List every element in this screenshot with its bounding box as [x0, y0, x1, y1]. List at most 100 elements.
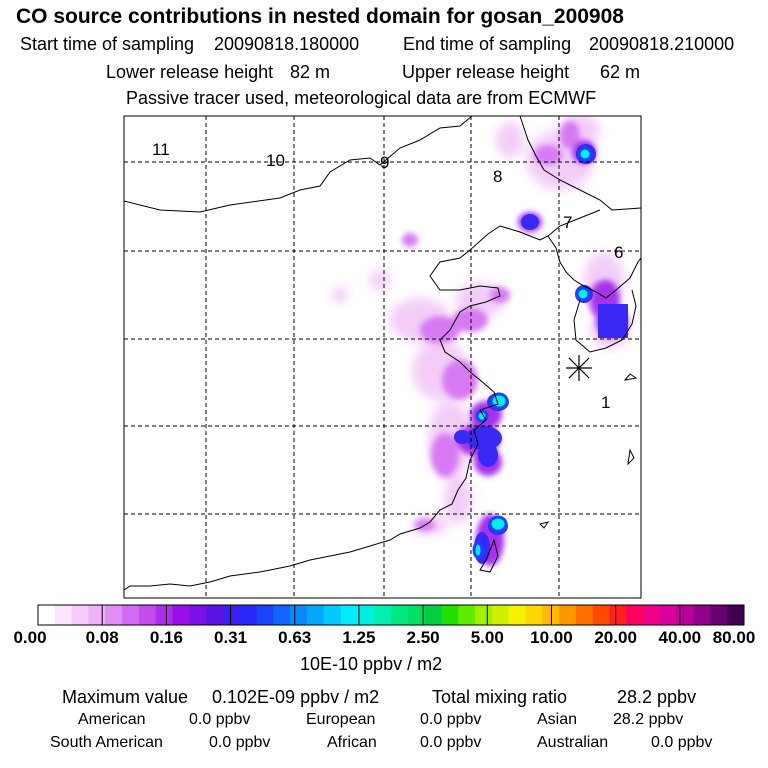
- region-name: South American: [50, 734, 163, 751]
- colorbar-swatch: [659, 605, 678, 625]
- border-line: [124, 116, 473, 213]
- colorbar-swatch: [122, 605, 140, 625]
- colorbar-units: 10E-10 ppbv / m2: [300, 654, 443, 674]
- colorbar-swatch: [676, 605, 695, 625]
- colorbar-swatch: [710, 605, 728, 625]
- colorbar-swatch: [391, 605, 409, 625]
- taiwan-island: [479, 538, 499, 573]
- colorbar-swatch: [273, 605, 291, 625]
- colorbar-swatch: [239, 605, 258, 625]
- mid-plume-layer: [402, 121, 612, 531]
- end-time-value: 20090818.210000: [589, 34, 735, 54]
- region-value: 28.2 ppbv: [613, 711, 684, 728]
- colorbar-label: 0.31: [213, 628, 248, 647]
- colorbar-swatch: [592, 605, 611, 625]
- region-value: 0.0 ppbv: [189, 711, 251, 728]
- region-number: 1: [601, 393, 610, 412]
- region-number: 11: [152, 140, 170, 159]
- colorbar-label: 20.00: [594, 628, 637, 647]
- region-name: African: [327, 734, 377, 751]
- colorbar-swatch: [559, 605, 577, 625]
- end-time-label: End time of sampling: [403, 34, 572, 54]
- colorbar-swatch: [172, 605, 190, 625]
- colorbar-swatch: [155, 605, 173, 625]
- region-name: Australian: [537, 734, 609, 751]
- upper-height-value: 62 m: [600, 62, 641, 82]
- colorbar-swatch: [407, 605, 426, 625]
- china-coast: [124, 209, 601, 591]
- colorbar-swatch: [222, 605, 241, 625]
- island-small: [627, 448, 635, 466]
- concentration-field: [124, 116, 641, 598]
- region-number: 7: [563, 213, 572, 232]
- colorbar-swatch: [374, 605, 392, 625]
- colorbar-label: 1.25: [342, 628, 376, 647]
- lower-height-value: 82 m: [290, 62, 331, 82]
- max-value-label: Maximum value: [62, 687, 189, 707]
- island-small-2: [539, 521, 550, 529]
- region-value: 0.0 ppbv: [420, 711, 482, 728]
- colorbar-swatch: [88, 605, 106, 625]
- region-number: 8: [493, 167, 502, 186]
- coastlines: [124, 116, 641, 591]
- colorbar-label: 2.50: [406, 628, 440, 647]
- colorbar-label: 0.00: [13, 628, 47, 647]
- figure-title: CO source contributions in nested domain…: [16, 5, 624, 28]
- region-number: 9: [380, 153, 389, 172]
- start-time-value: 20090818.180000: [214, 34, 360, 54]
- colorbar-swatch: [138, 605, 157, 625]
- receptor-asterisk-icon: [566, 355, 592, 381]
- border-line-north: [519, 116, 641, 211]
- colorbar-swatch: [693, 605, 711, 625]
- colorbar-swatch: [54, 605, 73, 625]
- colorbar-swatch: [643, 605, 661, 625]
- colorbar-swatch: [491, 605, 510, 625]
- colorbar-label: 0.16: [149, 628, 183, 647]
- total-mixing-label: Total mixing ratio: [432, 687, 568, 707]
- start-time-label: Start time of sampling: [20, 34, 195, 54]
- lower-height-label: Lower release height: [106, 62, 274, 82]
- colorbar: [37, 604, 745, 626]
- map-frame: [123, 115, 642, 599]
- colorbar-swatch: [542, 605, 560, 625]
- tracer-note: Passive tracer used, meteorological data…: [126, 88, 597, 108]
- colorbar-swatch: [727, 605, 745, 625]
- colorbar-swatch: [189, 605, 207, 625]
- colorbar-swatch: [575, 605, 594, 625]
- colorbar-label: 0.63: [278, 628, 312, 647]
- colorbar-swatch: [626, 605, 644, 625]
- colorbar-swatch: [206, 605, 224, 625]
- colorbar-swatch: [38, 605, 56, 625]
- map-frame-fill: [124, 116, 641, 598]
- region-value: 0.0 ppbv: [420, 734, 482, 751]
- colorbar-swatch: [525, 605, 543, 625]
- colorbar-swatch: [340, 605, 358, 625]
- colorbar-swatch: [71, 605, 89, 625]
- region-name: European: [306, 711, 376, 728]
- upper-height-label: Upper release height: [402, 62, 570, 82]
- colorbar-label: 0.08: [85, 628, 119, 647]
- colorbar-swatch: [357, 605, 375, 625]
- colorbar-swatch: [441, 605, 459, 625]
- korea-peninsula: [573, 289, 637, 353]
- colorbar-label: 40.00: [658, 628, 702, 647]
- colorbar-swatch: [323, 605, 342, 625]
- colorbar-swatch: [508, 605, 526, 625]
- colorbar-swatch: [424, 605, 442, 625]
- colorbar-label: 80.00: [712, 628, 756, 647]
- region-name: American: [78, 711, 146, 728]
- max-value: 0.102E-09 ppbv / m2: [212, 687, 380, 707]
- region-value: 0.0 ppbv: [209, 734, 271, 751]
- colorbar-swatch: [458, 605, 476, 625]
- grid-lines: [124, 116, 641, 598]
- colorbar-swatch: [290, 605, 308, 625]
- region-name: Asian: [537, 711, 578, 728]
- colorbar-frame: [37, 604, 745, 626]
- colorbar-swatch: [256, 605, 274, 625]
- total-mixing-value: 28.2 ppbv: [617, 687, 697, 707]
- colorbar-swatch: [609, 605, 627, 625]
- colorbar-swatch: [105, 605, 123, 625]
- colorbar-swatch: [475, 605, 493, 625]
- island-small-3: [623, 373, 638, 381]
